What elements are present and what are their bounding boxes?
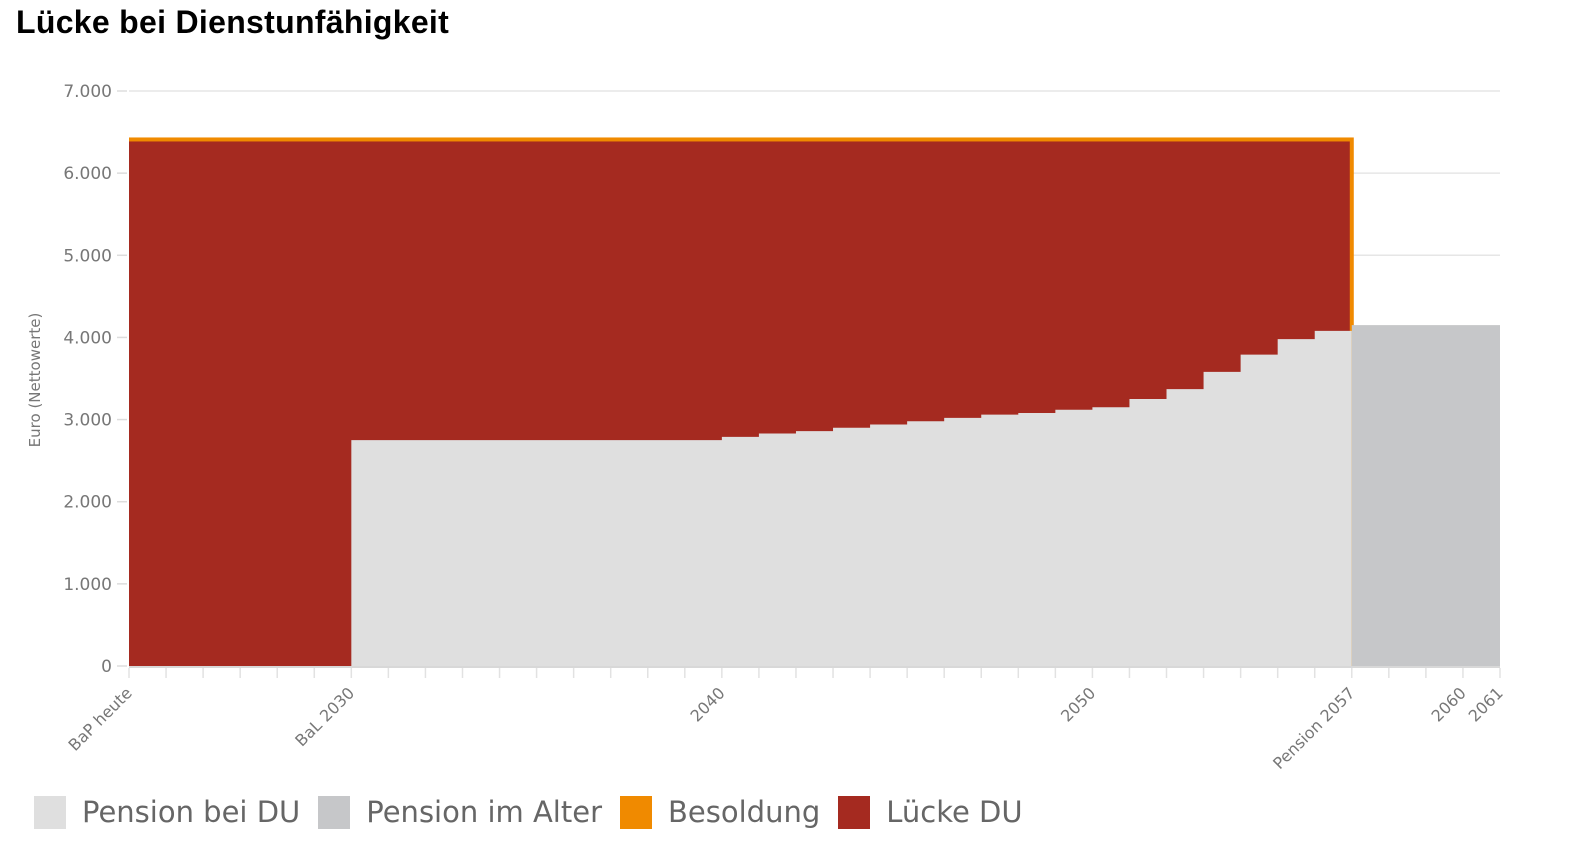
x-tick-label: 2060	[1428, 683, 1470, 725]
y-tick-label: 1.000	[63, 575, 112, 595]
legend-item-pension-im-alter[interactable]: Pension im Alter	[318, 795, 602, 829]
x-tick-label: BaP heute	[65, 683, 136, 754]
legend-swatch-pension-im-alter	[318, 795, 351, 829]
legend-item-besoldung[interactable]: Besoldung	[620, 795, 820, 829]
y-tick-label: 4.000	[63, 328, 112, 348]
x-tick-label: 2040	[686, 683, 728, 725]
legend-label: Besoldung	[668, 795, 821, 829]
legend-swatch-besoldung	[620, 795, 653, 829]
y-tick-label: 5.000	[63, 246, 112, 266]
pension-im-alter-area	[1351, 325, 1500, 666]
legend-label: Pension im Alter	[366, 795, 603, 829]
y-tick-label: 0	[101, 657, 112, 677]
legend-item-pension-bei-du[interactable]: Pension bei DU	[34, 795, 300, 829]
legend-swatch-pension-bei-du	[34, 795, 66, 829]
y-axis-label: Euro (Nettowerte)	[26, 313, 44, 448]
legend-label: Pension bei DU	[82, 795, 301, 829]
legend-label: Lücke DU	[886, 795, 1023, 829]
x-tick-label: 2050	[1057, 683, 1099, 725]
x-tick-label: 2061	[1465, 683, 1507, 725]
chart-title: Lücke bei Dienstunfähigkeit	[16, 4, 450, 40]
legend-item-luecke-du[interactable]: Lücke DU	[838, 795, 1023, 829]
y-tick-label: 3.000	[63, 411, 112, 431]
legend-swatch-luecke-du	[838, 795, 871, 829]
legend: Pension bei DU Pension im Alter Besoldun…	[34, 795, 1041, 829]
pension-bei-du-area	[351, 330, 1352, 666]
chart-areas	[129, 137, 1500, 666]
y-tick-label: 2.000	[63, 493, 112, 513]
y-tick-label: 7.000	[63, 82, 112, 102]
y-tick-label: 6.000	[63, 164, 112, 184]
chart-plot: 0 1.000 2.000 3.000 4.000 5.000 6.000 7.000 BaP …	[26, 82, 1507, 773]
x-tick-label: BaL 2030	[291, 683, 358, 750]
x-tick-label: Pension 2057	[1269, 683, 1359, 773]
